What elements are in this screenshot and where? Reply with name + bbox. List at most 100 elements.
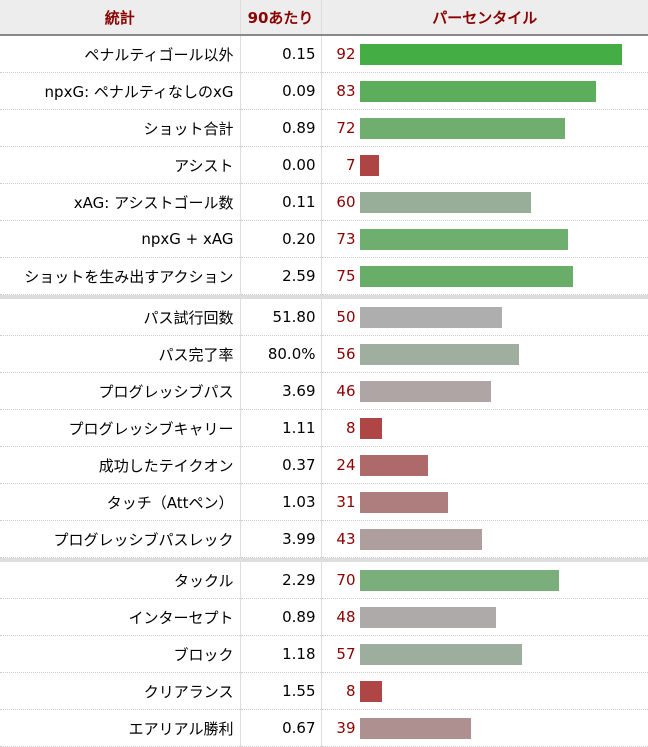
percentile-value: 39	[336, 719, 356, 737]
percentile-bar	[359, 117, 565, 139]
stat-name: パス試行回数	[0, 299, 241, 336]
per90-value: 2.29	[240, 562, 322, 599]
percentile-cell: 24	[321, 446, 648, 484]
per90-value: 1.55	[240, 672, 322, 710]
percentile-value: 7	[345, 156, 356, 174]
per90-value: 0.89	[240, 109, 322, 147]
table-row: ペナルティゴール以外 0.15 92	[0, 35, 648, 73]
percentile-cell: 48	[321, 598, 648, 636]
header-per90[interactable]: 90あたり	[240, 0, 322, 36]
percentile-value: 24	[336, 456, 356, 474]
stat-name: エアリアル勝利	[0, 709, 241, 747]
header-stat[interactable]: 統計	[0, 0, 241, 36]
percentile-cell: 70	[321, 562, 648, 599]
per90-value: 1.18	[240, 635, 322, 673]
percentile-cell: 50	[321, 299, 648, 336]
percentile-bar	[359, 643, 522, 665]
percentile-bar	[359, 528, 483, 550]
percentile-value: 70	[336, 571, 356, 589]
header-row: 統計 90あたり パーセンタイル	[0, 0, 648, 36]
percentile-bar	[359, 228, 568, 250]
header-percentile[interactable]: パーセンタイル	[321, 0, 648, 36]
percentile-bar	[359, 154, 380, 176]
table-row: パス完了率 80.0% 56	[0, 335, 648, 373]
stat-name: インターセプト	[0, 598, 241, 636]
per90-value: 0.15	[240, 35, 322, 73]
table-row: インターセプト 0.89 48	[0, 598, 648, 636]
stat-name: タッチ（Attペン）	[0, 483, 241, 521]
percentile-value: 43	[336, 530, 356, 548]
per90-value: 0.37	[240, 446, 322, 484]
stat-name: ペナルティゴール以外	[0, 35, 241, 73]
per90-value: 3.69	[240, 372, 322, 410]
percentile-bar	[359, 306, 502, 328]
percentile-bar	[359, 417, 383, 439]
stat-name: プログレッシブパス	[0, 372, 241, 410]
percentile-value: 50	[336, 308, 356, 326]
percentile-value: 60	[336, 193, 356, 211]
table-row: ショット合計 0.89 72	[0, 109, 648, 147]
stat-name: 成功したテイクオン	[0, 446, 241, 484]
percentile-bar	[359, 717, 471, 739]
percentile-value: 31	[336, 493, 356, 511]
stat-name: npxG + xAG	[0, 220, 241, 258]
percentile-cell: 92	[321, 35, 648, 73]
per90-value: 0.09	[240, 72, 322, 110]
table-row: 成功したテイクオン 0.37 24	[0, 446, 648, 484]
percentile-cell: 7	[321, 146, 648, 184]
percentile-bar	[359, 380, 491, 402]
stat-name: ショットを生み出すアクション	[0, 257, 241, 295]
stat-name: タックル	[0, 562, 241, 599]
per90-value: 2.59	[240, 257, 322, 295]
per90-value: 51.80	[240, 299, 322, 336]
percentile-value: 73	[336, 230, 356, 248]
per90-value: 1.03	[240, 483, 322, 521]
group-separator	[0, 557, 648, 562]
percentile-bar	[359, 491, 448, 513]
separator	[0, 294, 648, 299]
percentile-bar	[359, 80, 597, 102]
percentile-value: 57	[336, 645, 356, 663]
per90-value: 0.89	[240, 598, 322, 636]
percentile-bar	[359, 680, 383, 702]
percentile-cell: 60	[321, 183, 648, 221]
stat-name: ブロック	[0, 635, 241, 673]
percentile-bar	[359, 191, 531, 213]
percentile-bar	[359, 343, 520, 365]
table-row: タッチ（Attペン） 1.03 31	[0, 483, 648, 521]
percentile-bar	[359, 606, 497, 628]
per90-value: 0.00	[240, 146, 322, 184]
percentile-cell: 57	[321, 635, 648, 673]
percentile-value: 72	[336, 119, 356, 137]
table-row: xAG: アシストゴール数 0.11 60	[0, 183, 648, 221]
table-row: エアリアル勝利 0.67 39	[0, 709, 648, 747]
percentile-cell: 8	[321, 409, 648, 447]
per90-value: 3.99	[240, 520, 322, 558]
stat-name: アシスト	[0, 146, 241, 184]
percentile-bar	[359, 43, 622, 65]
per90-value: 1.11	[240, 409, 322, 447]
table-row: ブロック 1.18 57	[0, 635, 648, 673]
table-row: プログレッシブパス 3.69 46	[0, 372, 648, 410]
table-row: アシスト 0.00 7	[0, 146, 648, 184]
percentile-bar	[359, 265, 574, 287]
percentile-cell: 31	[321, 483, 648, 521]
stat-name: クリアランス	[0, 672, 241, 710]
percentile-cell: 8	[321, 672, 648, 710]
stat-name: xAG: アシストゴール数	[0, 183, 241, 221]
group-separator	[0, 294, 648, 299]
table-row: タックル 2.29 70	[0, 562, 648, 599]
separator	[0, 557, 648, 562]
per90-value: 0.20	[240, 220, 322, 258]
percentile-value: 56	[336, 345, 356, 363]
percentile-cell: 46	[321, 372, 648, 410]
percentile-bar	[359, 569, 559, 591]
percentile-cell: 39	[321, 709, 648, 747]
percentile-cell: 43	[321, 520, 648, 558]
percentile-value: 75	[336, 267, 356, 285]
percentile-value: 48	[336, 608, 356, 626]
per90-value: 0.11	[240, 183, 322, 221]
stat-name: プログレッシブキャリー	[0, 409, 241, 447]
table-row: プログレッシブキャリー 1.11 8	[0, 409, 648, 447]
